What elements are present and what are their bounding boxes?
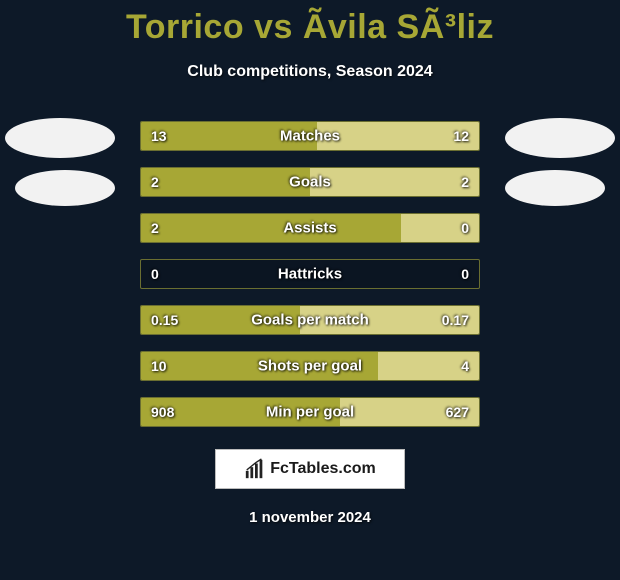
stat-row: 10 4 Shots per goal <box>140 351 480 381</box>
stat-row: 2 0 Assists <box>140 213 480 243</box>
page-title: Torrico vs Ãvila SÃ³liz <box>0 0 620 47</box>
stat-row: 13 12 Matches <box>140 121 480 151</box>
stat-value-right: 4 <box>461 358 469 374</box>
avatar-right-player <box>505 118 615 158</box>
stat-value-left: 0.15 <box>151 312 178 328</box>
stat-bars: 13 12 Matches 2 2 Goals 2 0 Assists 0 0 Hattricks 0.… <box>140 121 480 427</box>
stat-label: Goals <box>289 174 331 191</box>
bar-right <box>310 168 479 196</box>
avatar-left-player <box>5 118 115 158</box>
stat-label: Min per goal <box>266 404 354 421</box>
stat-row: 0 0 Hattricks <box>140 259 480 289</box>
stat-value-right: 627 <box>446 404 469 420</box>
stat-row: 2 2 Goals <box>140 167 480 197</box>
player-left-name: Torrico <box>126 8 244 46</box>
stat-label: Goals per match <box>251 312 369 329</box>
subtitle: Club competitions, Season 2024 <box>0 63 620 81</box>
stat-row: 0.15 0.17 Goals per match <box>140 305 480 335</box>
stat-value-left: 13 <box>151 128 167 144</box>
player-right-name: Ãvila SÃ³liz <box>303 8 494 46</box>
stat-label: Shots per goal <box>258 358 362 375</box>
stat-value-left: 2 <box>151 174 159 190</box>
bar-left <box>141 168 310 196</box>
stat-value-right: 2 <box>461 174 469 190</box>
bar-left <box>141 214 401 242</box>
stat-value-right: 12 <box>453 128 469 144</box>
avatar-left-club <box>15 170 115 206</box>
stat-value-left: 10 <box>151 358 167 374</box>
vs-separator: vs <box>254 8 293 46</box>
stat-value-left: 2 <box>151 220 159 236</box>
source-logo: FcTables.com <box>215 449 405 489</box>
avatar-right-club <box>505 170 605 206</box>
stat-value-left: 908 <box>151 404 174 420</box>
stat-value-left: 0 <box>151 266 159 282</box>
stat-value-right: 0.17 <box>442 312 469 328</box>
stat-row: 908 627 Min per goal <box>140 397 480 427</box>
footer-date: 1 november 2024 <box>0 509 620 526</box>
stat-value-right: 0 <box>461 220 469 236</box>
logo-text: FcTables.com <box>270 460 376 478</box>
bar-chart-icon <box>244 458 266 480</box>
stat-label: Matches <box>280 128 340 145</box>
stat-label: Hattricks <box>278 266 342 283</box>
stat-value-right: 0 <box>461 266 469 282</box>
stat-label: Assists <box>283 220 336 237</box>
